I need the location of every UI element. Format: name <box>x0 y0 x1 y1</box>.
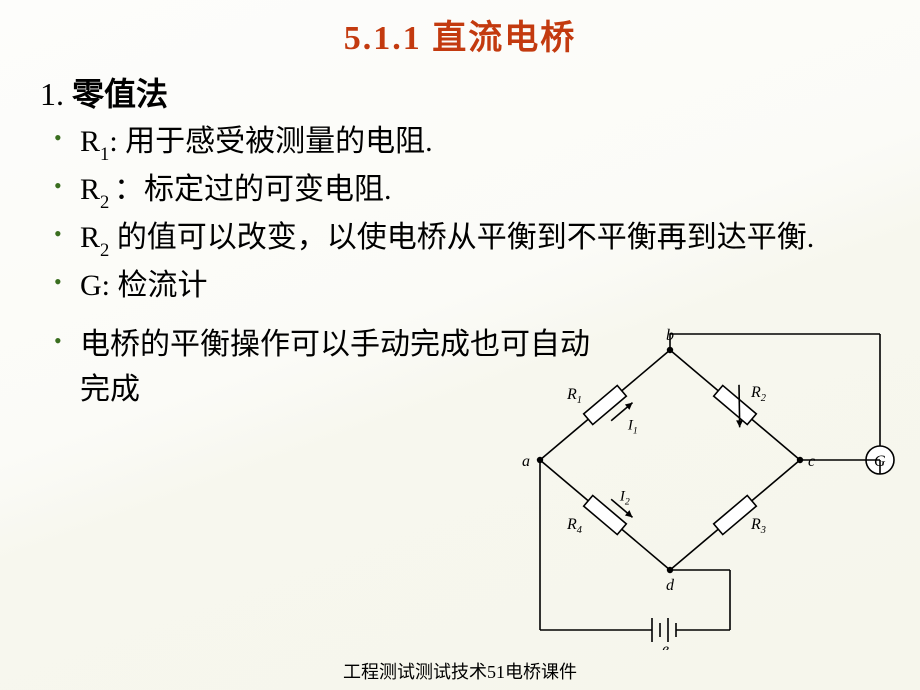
svg-text:a: a <box>522 453 530 470</box>
heading-1-text: 零值法 <box>64 76 168 112</box>
b1-sub: 1 <box>100 144 109 165</box>
b2-text: ：标定过的可变电阻. <box>114 173 392 206</box>
svg-text:R1: R1 <box>566 386 582 406</box>
heading-1-num: 1. <box>40 76 64 112</box>
b3-text: 的值可以改变，以使电桥从平衡到不平衡再到达平衡. <box>109 221 814 254</box>
svg-text:I1: I1 <box>627 418 638 437</box>
b3-sym: R <box>80 221 100 254</box>
bullet-4: G: 检流计 <box>50 263 890 308</box>
b4-text: G: 检流计 <box>80 269 208 302</box>
bullet-3: R2 的值可以改变，以使电桥从平衡到不平衡再到达平衡. <box>50 215 890 263</box>
svg-text:I2: I2 <box>619 488 630 507</box>
b1-sym: R <box>80 125 100 158</box>
svg-text:R4: R4 <box>566 516 582 536</box>
slide: 5.1.1 直流电桥 1. 零值法 R1: 用于感受被测量的电阻. R2 ：标定… <box>0 0 920 690</box>
slide-title: 5.1.1 直流电桥 <box>30 10 890 59</box>
svg-text:R3: R3 <box>750 516 766 536</box>
svg-text:d: d <box>666 577 675 594</box>
b3-sub: 2 <box>100 240 109 261</box>
svg-text:R2: R2 <box>750 384 766 404</box>
footer-text: 工程测试测试技术51电桥课件 <box>0 658 920 684</box>
svg-text:c: c <box>808 453 815 470</box>
b1-text: : 用于感受被测量的电阻. <box>109 125 432 158</box>
b2-sub: 2 <box>100 192 114 213</box>
b2-sym: R <box>80 173 100 206</box>
bullet-1: R1: 用于感受被测量的电阻. <box>50 119 890 167</box>
heading-1: 1. 零值法 <box>40 69 890 115</box>
bridge-diagram: abcdI1I2R1R2R3R4Gex <box>490 320 900 650</box>
bullet-2: R2 ：标定过的可变电阻. <box>50 167 890 215</box>
svg-text:ex: ex <box>662 641 674 650</box>
